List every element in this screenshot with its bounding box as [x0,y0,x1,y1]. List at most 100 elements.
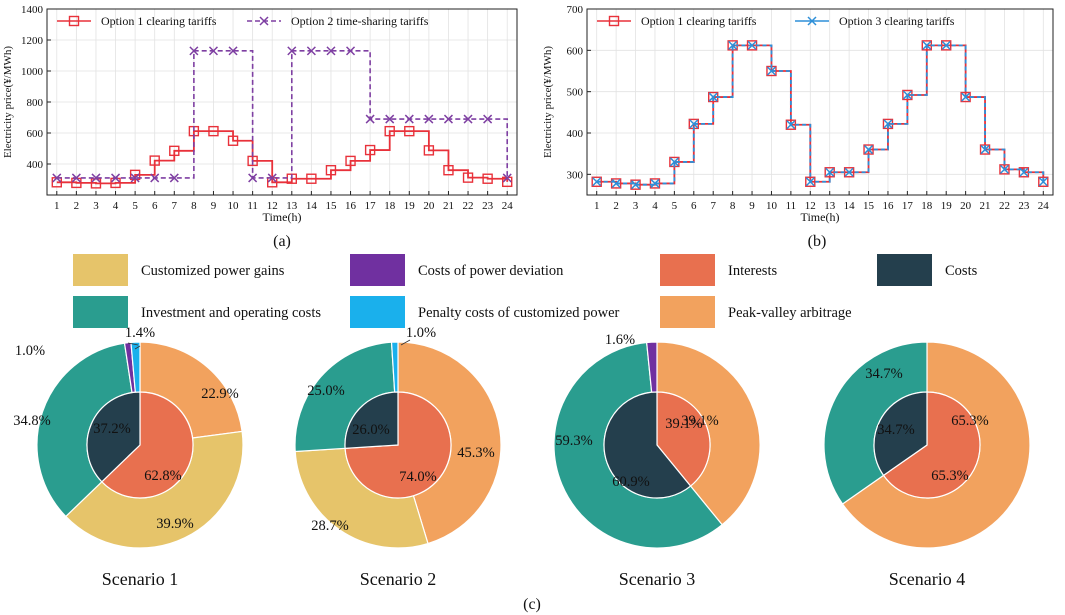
outer-slice-label: 39.9% [156,516,193,532]
donut-scenario-4: 65.3% 34.7% 65.3% 34.7% Scenario 4 [823,341,1031,589]
data-point [650,178,660,188]
legend-marker [259,16,269,26]
y-tick-label: 700 [567,4,584,16]
inner-slice-interests [656,391,711,487]
data-point [630,179,641,190]
inner-slice-costs [603,391,692,499]
legend-label: Customized power gains [141,263,285,279]
legend-item: Penalty costs of customized power [350,296,620,328]
data-point [208,125,219,137]
line-legend: Option 1 clearing tariffs Option 2 time-s… [57,14,429,28]
data-point [385,114,395,124]
legend-label: Option 3 clearing tariffs [839,14,955,28]
y-tick-label: 300 [567,169,584,181]
outer-slice-label: 34.8% [13,413,50,429]
data-point [325,164,337,176]
legend-item: Option 3 clearing tariffs [795,14,955,28]
x-tick-label: 20 [960,200,972,212]
donut-charts: 22.9% 39.9% 34.8% 1.0% 1.4% 62.8% 37.2% Scenari… [13,325,1031,589]
data-point [189,46,199,56]
x-tick-label: 13 [824,200,836,212]
data-point [961,92,971,102]
data-point [404,114,414,124]
inner-slice-label: 39.1% [665,416,702,432]
data-point [708,92,718,102]
x-tick-label: 7 [172,200,178,212]
data-point [483,114,493,124]
data-point [689,119,699,129]
x-tick-label: 24 [502,200,514,212]
data-point [825,167,835,177]
inner-slice-interests [882,391,981,499]
x-tick-label: 13 [286,200,298,212]
data-point [1038,176,1049,187]
data-point [130,173,140,183]
panel-b-label: (b) [808,233,827,250]
legend-label: Investment and operating costs [141,305,321,321]
x-tick-label: 6 [691,200,697,212]
data-point [611,178,621,188]
x-tick-label: 11 [786,200,797,212]
inner-slice-label: 26.0% [352,422,389,438]
legend-item: Costs of power deviation [350,254,564,286]
outer-slice-label: 65.3% [951,413,988,429]
y-tick-label: 1400 [21,4,44,16]
outer-slice-label: 1.0% [15,343,45,359]
data-point [443,164,454,176]
data-point [669,157,679,167]
data-point [1038,177,1048,187]
outer-slice-label: 28.7% [311,518,348,534]
y-tick-label: 500 [567,87,584,99]
x-tick-label: 14 [306,200,318,212]
legend-marker [608,15,620,27]
plot-area [587,9,1053,195]
data-point [863,144,874,155]
panel-c-label: (c) [523,596,541,613]
data-point [227,135,239,146]
data-point [843,167,855,178]
legend-item: Investment and operating costs [73,296,321,328]
x-tick-label: 12 [805,200,816,212]
data-point [149,155,160,166]
inner-slice-costs [344,391,399,449]
data-point [1019,167,1029,177]
outer-slice-label: 1.6% [605,332,635,348]
data-point [306,173,317,184]
data-point [287,46,297,56]
outer-slice-label: 25.0% [307,383,344,399]
data-point [111,173,121,183]
y-tick-label: 1000 [21,66,44,78]
legend-item: Costs [877,254,978,286]
legend-swatch [877,254,932,286]
data-point [902,90,912,100]
y-tick-label: 800 [27,97,44,109]
x-tick-label: 3 [93,200,99,212]
x-tick-label: 11 [247,200,258,212]
x-tick-label: 22 [999,200,1010,212]
x-tick-label: 5 [672,200,678,212]
data-point [423,145,435,156]
data-point [502,173,512,183]
x-tick-label: 7 [710,200,716,212]
inner-slice-label: 65.3% [931,468,968,484]
data-point [384,125,395,137]
leader-line [400,339,411,346]
data-point [129,169,141,181]
y-tick-label: 600 [27,128,44,140]
leader-line [127,342,139,346]
data-point [364,144,376,156]
scenario-title: Scenario 3 [619,569,695,589]
donut-scenario-3: 39.1% 59.3% 1.6% 39.1% 60.9% Scenario 3 [553,332,761,589]
x-tick-label: 19 [941,200,953,212]
legend-swatch [350,254,405,286]
inner-slice-label: 62.8% [144,468,181,484]
legend-swatch [73,254,128,286]
data-point [805,176,816,187]
data-point [169,145,180,157]
x-tick-label: 10 [228,200,240,212]
data-point [345,155,356,167]
outer-slice-label: 59.3% [555,433,592,449]
inner-slice-costs [873,391,928,477]
x-tick-label: 22 [463,200,474,212]
